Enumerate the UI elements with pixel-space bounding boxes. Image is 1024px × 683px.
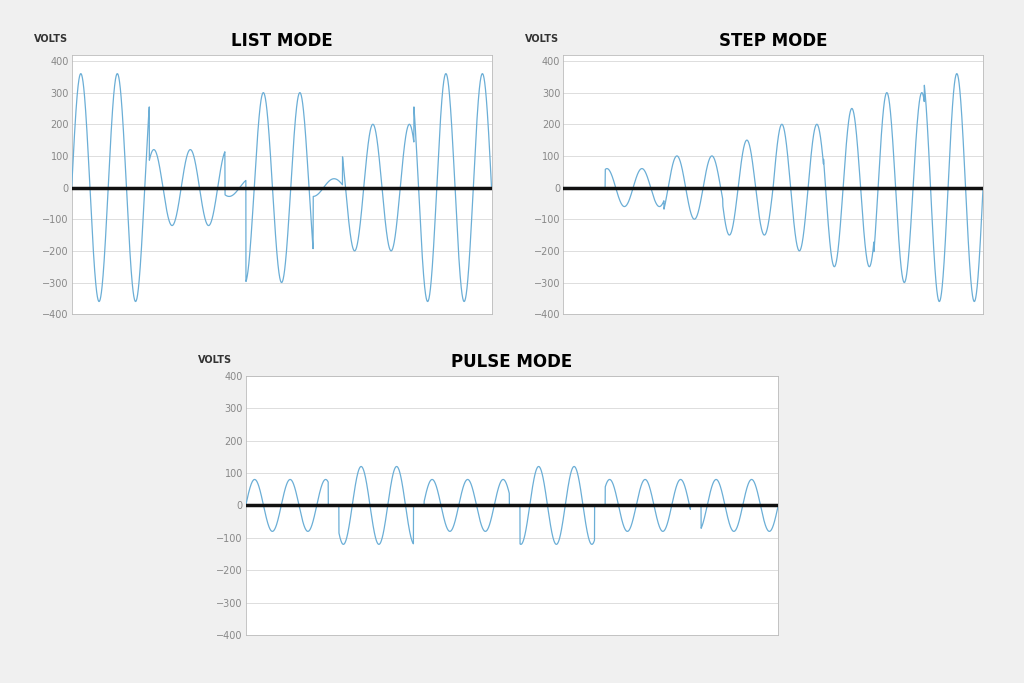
Text: VOLTS: VOLTS	[34, 34, 68, 44]
Title: PULSE MODE: PULSE MODE	[452, 353, 572, 372]
Title: LIST MODE: LIST MODE	[230, 32, 333, 51]
Text: VOLTS: VOLTS	[525, 34, 559, 44]
Title: STEP MODE: STEP MODE	[719, 32, 827, 51]
Text: VOLTS: VOLTS	[198, 355, 232, 365]
